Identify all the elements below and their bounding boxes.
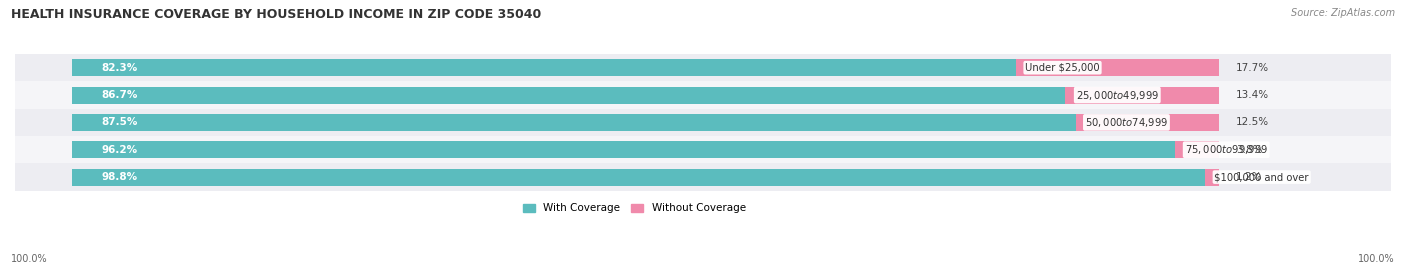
Bar <box>72 59 1017 76</box>
Text: HEALTH INSURANCE COVERAGE BY HOUSEHOLD INCOME IN ZIP CODE 35040: HEALTH INSURANCE COVERAGE BY HOUSEHOLD I… <box>11 8 541 21</box>
Text: 13.4%: 13.4% <box>1236 90 1270 100</box>
Text: 3.8%: 3.8% <box>1236 145 1263 155</box>
Text: 98.8%: 98.8% <box>101 172 138 182</box>
Text: 1.2%: 1.2% <box>1236 172 1263 182</box>
Bar <box>0 163 1406 191</box>
Legend: With Coverage, Without Coverage: With Coverage, Without Coverage <box>519 199 749 218</box>
Text: 12.5%: 12.5% <box>1236 117 1270 128</box>
Bar <box>0 54 1406 81</box>
Text: 100.0%: 100.0% <box>1358 254 1395 264</box>
Text: 17.7%: 17.7% <box>1236 63 1270 73</box>
Bar <box>1076 114 1219 131</box>
Text: $100,000 and over: $100,000 and over <box>1215 172 1309 182</box>
Bar <box>72 87 1067 104</box>
Bar <box>0 136 1406 163</box>
Bar <box>1175 141 1219 158</box>
Text: 87.5%: 87.5% <box>101 117 138 128</box>
Text: $25,000 to $49,999: $25,000 to $49,999 <box>1076 89 1159 101</box>
Text: 82.3%: 82.3% <box>101 63 138 73</box>
Bar <box>0 81 1406 109</box>
Text: Under $25,000: Under $25,000 <box>1025 63 1099 73</box>
Text: 96.2%: 96.2% <box>101 145 138 155</box>
Text: 100.0%: 100.0% <box>11 254 48 264</box>
Text: $75,000 to $99,999: $75,000 to $99,999 <box>1185 143 1268 156</box>
Bar <box>72 169 1205 186</box>
Text: 86.7%: 86.7% <box>101 90 138 100</box>
Bar <box>1205 169 1219 186</box>
Bar <box>72 141 1175 158</box>
Text: Source: ZipAtlas.com: Source: ZipAtlas.com <box>1291 8 1395 18</box>
Bar <box>0 109 1406 136</box>
Bar <box>72 114 1076 131</box>
Text: $50,000 to $74,999: $50,000 to $74,999 <box>1085 116 1168 129</box>
Bar <box>1017 59 1219 76</box>
Bar <box>1066 87 1219 104</box>
